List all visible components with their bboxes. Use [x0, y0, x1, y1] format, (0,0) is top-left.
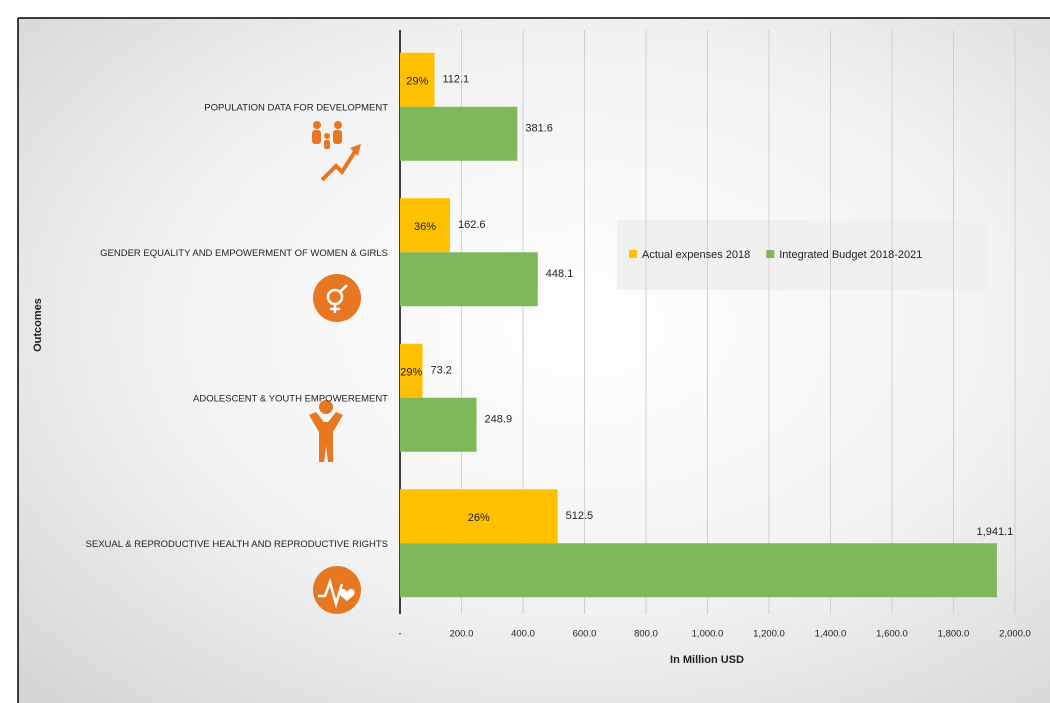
bar [400, 489, 558, 544]
legend-swatch [629, 250, 637, 258]
legend-box [617, 220, 989, 290]
legend-label: Actual expenses 2018 [642, 249, 750, 261]
category-label: POPULATION DATA FOR DEVELOPMENT [204, 102, 388, 113]
background [18, 18, 1050, 703]
value-label: 248.9 [485, 414, 513, 426]
share-label: 29% [400, 367, 422, 379]
icons [309, 121, 361, 614]
bar [400, 543, 997, 598]
value-label: 73.2 [431, 365, 452, 377]
legend-swatch [766, 250, 775, 258]
bar [400, 397, 477, 452]
x-tick-label: 1,000.0 [692, 629, 724, 640]
x-tick-label: 400.0 [511, 629, 535, 640]
category-label: SEXUAL & REPRODUCTIVE HEALTH AND REPRODU… [86, 539, 388, 550]
x-tick-label: 800.0 [634, 629, 658, 640]
health-icon [313, 566, 361, 614]
population-icon [312, 121, 361, 182]
share-label: 26% [468, 512, 490, 524]
category-label: GENDER EQUALITY AND EMPOWERMENT OF WOMEN… [100, 248, 388, 259]
value-label: 112.1 [442, 74, 469, 86]
value-label: 381.6 [525, 123, 553, 135]
x-tick-label: 2,000.0 [999, 629, 1031, 640]
youth-icon [309, 400, 343, 462]
x-tick-label: - [398, 629, 401, 640]
x-axis-label: In Million USD [670, 654, 744, 666]
x-tick-label: 200.0 [450, 629, 474, 640]
category-label: ADOLESCENT & YOUTH EMPOWEREMENT [193, 393, 388, 404]
value-label: 512.5 [566, 510, 594, 522]
gender-icon [313, 274, 361, 322]
legend-label: Integrated Budget 2018-2021 [779, 249, 922, 261]
value-label: 448.1 [546, 268, 574, 280]
bar [400, 106, 518, 161]
share-label: 36% [414, 221, 436, 233]
x-tick-label: 1,800.0 [938, 629, 970, 640]
bar [400, 343, 423, 398]
y-axis-label: Outcomes [32, 298, 44, 352]
x-tick-label: 600.0 [573, 629, 597, 640]
value-label: 1,941.1 [977, 526, 1014, 538]
x-tick-label: 1,600.0 [876, 629, 908, 640]
x-tick-label: 1,200.0 [753, 629, 785, 640]
value-label: 162.6 [458, 219, 486, 231]
bar [400, 52, 435, 107]
bar [400, 198, 450, 253]
share-label: 29% [406, 76, 428, 88]
x-tick-label: 1,400.0 [815, 629, 847, 640]
bar [400, 252, 538, 307]
